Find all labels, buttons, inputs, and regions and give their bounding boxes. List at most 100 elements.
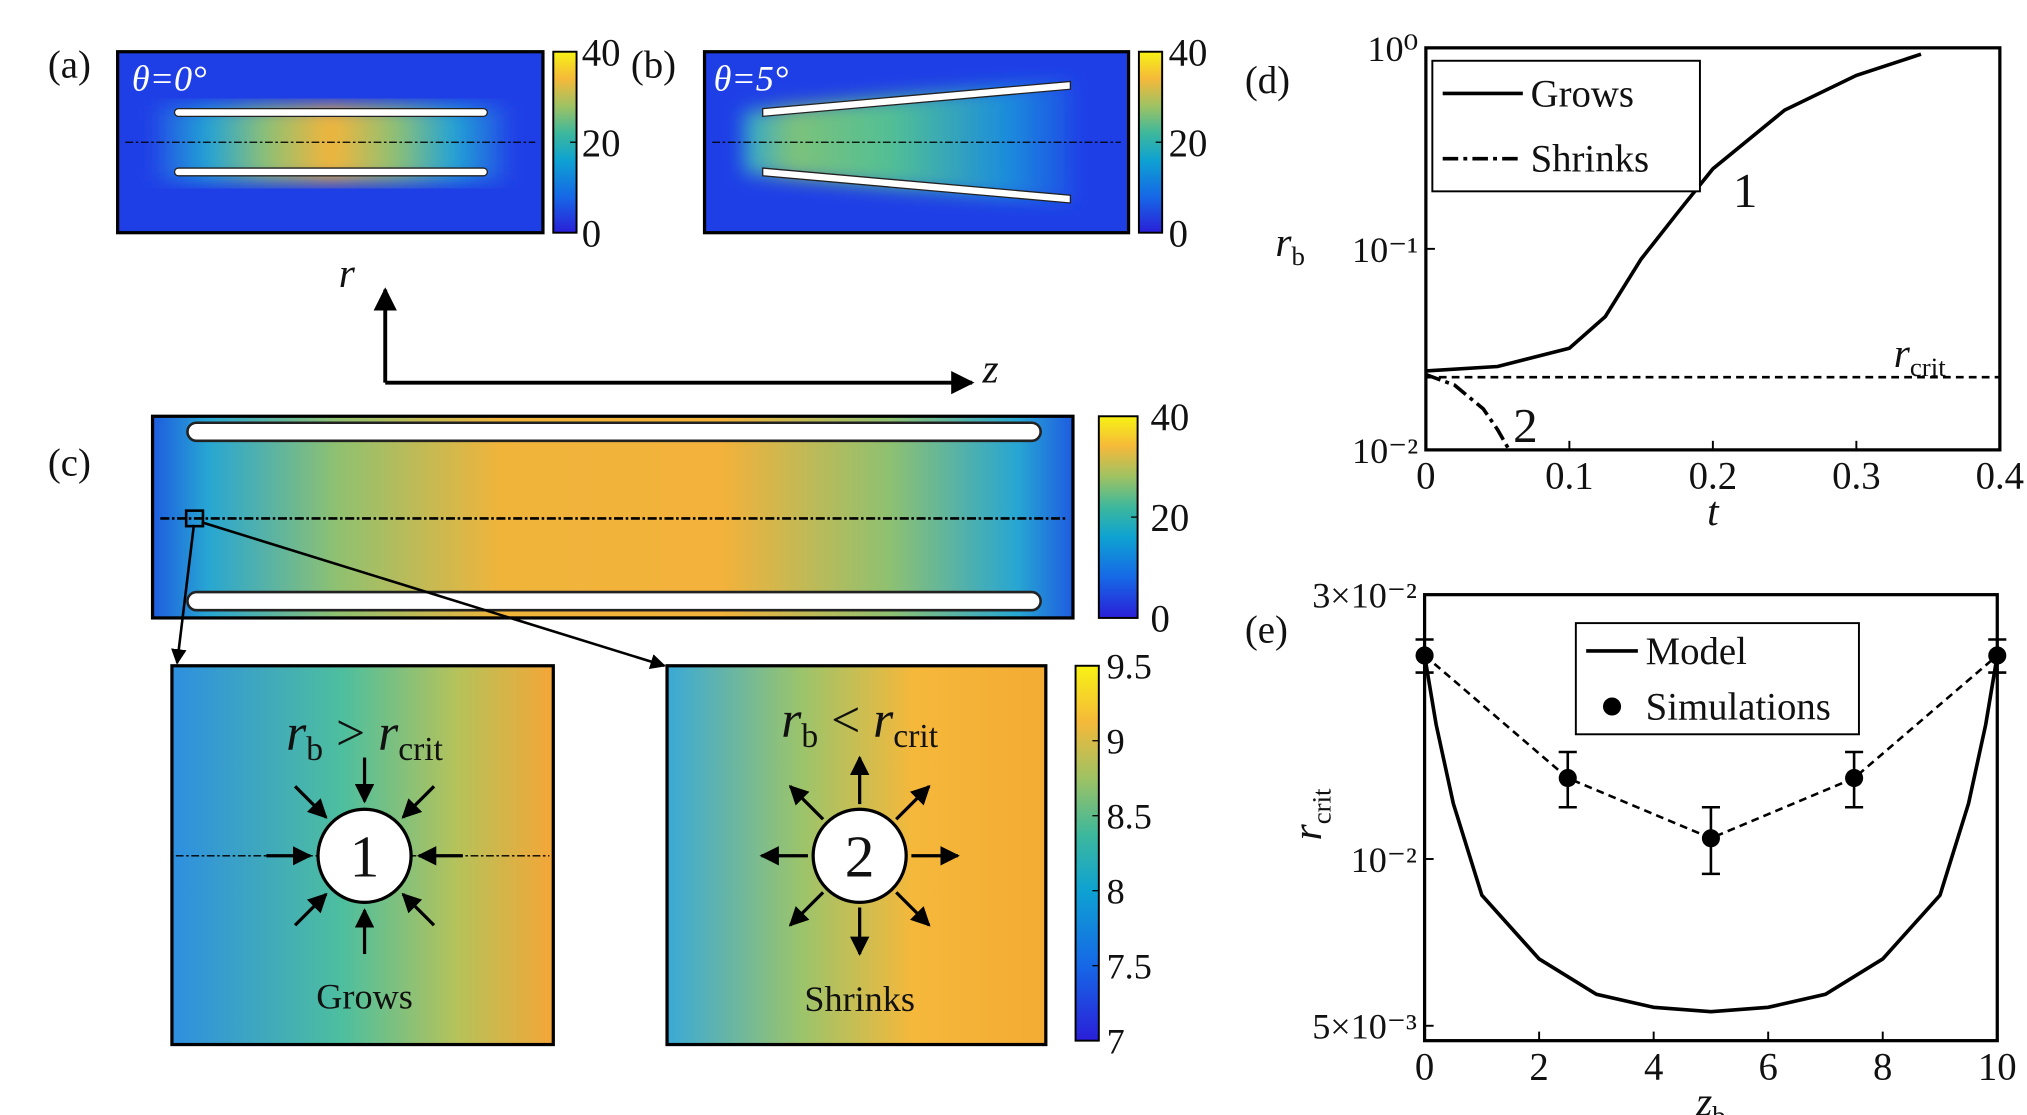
colorbar <box>1097 415 1139 619</box>
label-sub: crit <box>1306 788 1336 824</box>
data-point <box>1988 646 2007 665</box>
bubble <box>811 807 908 904</box>
panel-label: (d) <box>1245 59 1290 102</box>
legend-box <box>1431 59 1701 193</box>
x-tick-label: 8 <box>1873 1045 1892 1088</box>
colorbar <box>1074 664 1100 1042</box>
legend-label: Model <box>1646 630 1747 673</box>
colorbar-tick-label: 9 <box>1107 721 1125 761</box>
slot <box>762 167 1072 204</box>
bubble-label: 1 <box>350 823 380 889</box>
axis-label: rcrit <box>1894 330 1946 382</box>
annotation: 2 <box>1513 398 1538 453</box>
y-tick-label: 10⁻² <box>1352 431 1418 471</box>
x-tick-label: 4 <box>1644 1045 1663 1088</box>
arrow <box>788 891 825 927</box>
condition: rb < rcrit <box>781 692 939 755</box>
y-tick-label: 10⁰ <box>1367 29 1418 69</box>
data-point <box>1845 768 1864 788</box>
z-label: z <box>981 346 998 392</box>
inset-2: 2 rb < rcrit Shrinks <box>665 664 1048 1047</box>
panel-label: (e) <box>1245 608 1288 651</box>
charts: (d)0 0.1 0.2 0.3 0.410⁻²10⁻¹10⁰trbrcrit12Gro… <box>1245 29 2024 1115</box>
caption: Shrinks <box>804 979 915 1019</box>
arrow <box>401 892 436 927</box>
panel-label: (a) <box>48 44 91 87</box>
zoom-arrow <box>201 521 666 670</box>
r-label: r <box>339 250 356 296</box>
coordinate-axes: r z <box>339 250 999 395</box>
colorbar-tick-label: 7.5 <box>1107 946 1152 986</box>
slot <box>173 167 489 177</box>
colorbar-tick-label: 0 <box>1169 212 1188 255</box>
label-sub: crit <box>1910 352 1946 382</box>
colorbar-tick-label: 9.5 <box>1107 646 1152 686</box>
label-base: r <box>1894 330 1911 376</box>
y-tick-label: 10⁻² <box>1351 840 1417 880</box>
bubble <box>316 807 413 904</box>
caption: Grows <box>316 976 413 1016</box>
label-sub: b <box>1712 1101 1725 1115</box>
inward-arrows <box>266 757 463 955</box>
arrow <box>293 785 328 819</box>
colorbar-tick-label: 40 <box>582 31 621 74</box>
axis-label: zb <box>1695 1079 1726 1115</box>
legend-label: Shrinks <box>1531 138 1649 181</box>
colorbar-tick-label: 20 <box>582 122 621 165</box>
colorbar-tick-label: 0 <box>1151 598 1170 641</box>
slot <box>186 590 1042 612</box>
y-tick-label: 10⁻¹ <box>1352 230 1418 270</box>
label-sub: b <box>1291 241 1304 271</box>
colorbar-tick-label: 40 <box>1151 396 1190 439</box>
legend-box <box>1574 622 1860 736</box>
annotation: 1 <box>1733 163 1758 218</box>
y-tick-label: 3×10⁻² <box>1312 576 1417 616</box>
label-base: r <box>1284 823 1330 840</box>
plot-frame <box>1422 593 1999 1043</box>
axis-label: rcrit <box>1284 788 1336 840</box>
colorbar-tick-label: 7 <box>1107 1021 1125 1061</box>
panel-b: (b) θ=5° <box>631 44 1131 235</box>
colorbar-tick-label: 8.5 <box>1107 796 1152 836</box>
arrow <box>895 891 931 927</box>
series-line <box>1422 655 2000 1014</box>
x-tick-label: 0.3 <box>1832 455 1880 498</box>
slot <box>186 421 1042 443</box>
label-base: z <box>1695 1079 1712 1115</box>
axis-label: t <box>1707 488 1720 534</box>
series-line <box>1425 372 1511 451</box>
colorbar-tick-label: 0 <box>582 212 601 255</box>
legend-label: Grows <box>1531 72 1634 115</box>
arrow <box>788 784 825 821</box>
colorbar-tick-label: 40 <box>1169 31 1208 74</box>
data-point <box>1415 646 1434 665</box>
panel-label: (c) <box>48 442 91 485</box>
slot <box>173 107 489 118</box>
condition: rb > rcrit <box>286 705 444 768</box>
series-line <box>1425 52 1922 373</box>
arrow <box>293 892 328 927</box>
x-tick-label: 2 <box>1529 1045 1548 1088</box>
axis-label: rb <box>1275 219 1305 271</box>
x-tick-label: 0.1 <box>1545 455 1593 498</box>
x-tick-label: 6 <box>1759 1045 1778 1088</box>
bubble-label: 2 <box>845 823 875 889</box>
data-point <box>1701 829 1720 848</box>
legend-marker <box>1602 697 1622 716</box>
x-tick-label: 10 <box>1978 1045 2017 1088</box>
slot <box>762 80 1072 118</box>
x-tick-label: 0.2 <box>1689 455 1737 498</box>
colorbar-tick-label: 20 <box>1169 122 1208 165</box>
colorbar-tick-label: 8 <box>1107 871 1125 911</box>
arrow <box>401 785 436 819</box>
x-tick-label: 0.4 <box>1976 455 2024 498</box>
panel-a: (a) θ=0° <box>48 44 545 235</box>
heatmap <box>150 414 1075 620</box>
panel-c: (c) <box>48 414 1075 670</box>
angle-label: θ=0° <box>132 59 207 99</box>
legend-label: Simulations <box>1646 685 1831 728</box>
angle-label: θ=5° <box>714 59 789 99</box>
inset-1: 1 rb > rcrit Grows <box>170 664 555 1047</box>
data-point <box>1558 768 1577 788</box>
